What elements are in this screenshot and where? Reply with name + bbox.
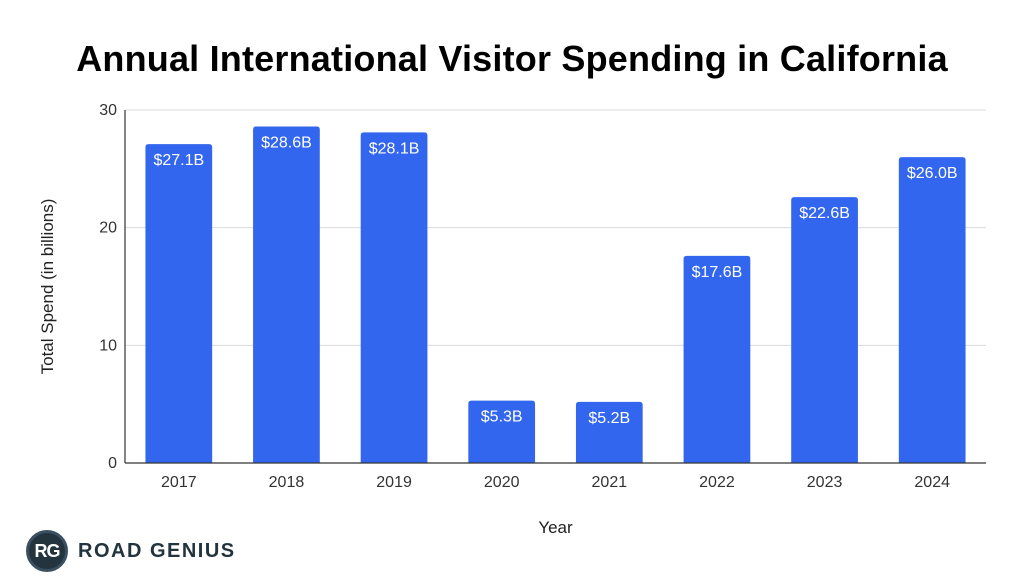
bar [360,132,428,463]
logo-badge: RG [26,530,68,572]
bar [898,157,966,464]
x-tick-label: 2022 [699,474,735,491]
y-axis-title: Total Spend (in billions) [38,199,57,375]
bar [791,197,858,463]
data-label: $26.0B [907,165,958,182]
y-tick-label: 20 [99,220,117,237]
y-tick-label: 30 [99,102,117,119]
bar [575,401,643,463]
bar [468,400,536,463]
x-tick-label: 2020 [484,474,520,491]
data-label: $17.6B [692,264,743,281]
x-tick-label: 2023 [807,474,843,491]
x-tick-label: 2018 [269,474,305,491]
y-tick-label: 0 [108,455,117,472]
data-label: $22.6B [799,205,850,222]
x-tick-label: 2019 [376,474,412,491]
y-tick-label: 10 [99,337,117,354]
data-label: $5.2B [588,410,630,427]
brand-logo: RG ROAD GENIUS [26,530,236,572]
data-label: $28.6B [261,134,312,151]
bar [683,255,751,463]
brand-name: ROAD GENIUS [78,539,236,562]
x-tick-label: 2024 [914,474,950,491]
data-label: $27.1B [153,152,204,169]
bar [145,144,213,463]
data-label: $28.1B [369,140,420,157]
x-axis-title: Year [538,518,573,537]
chart-title: Annual International Visitor Spending in… [76,38,948,79]
x-tick-label: 2017 [161,474,197,491]
data-label: $5.3B [481,409,523,426]
bar [253,126,320,464]
x-tick-label: 2021 [592,474,628,491]
